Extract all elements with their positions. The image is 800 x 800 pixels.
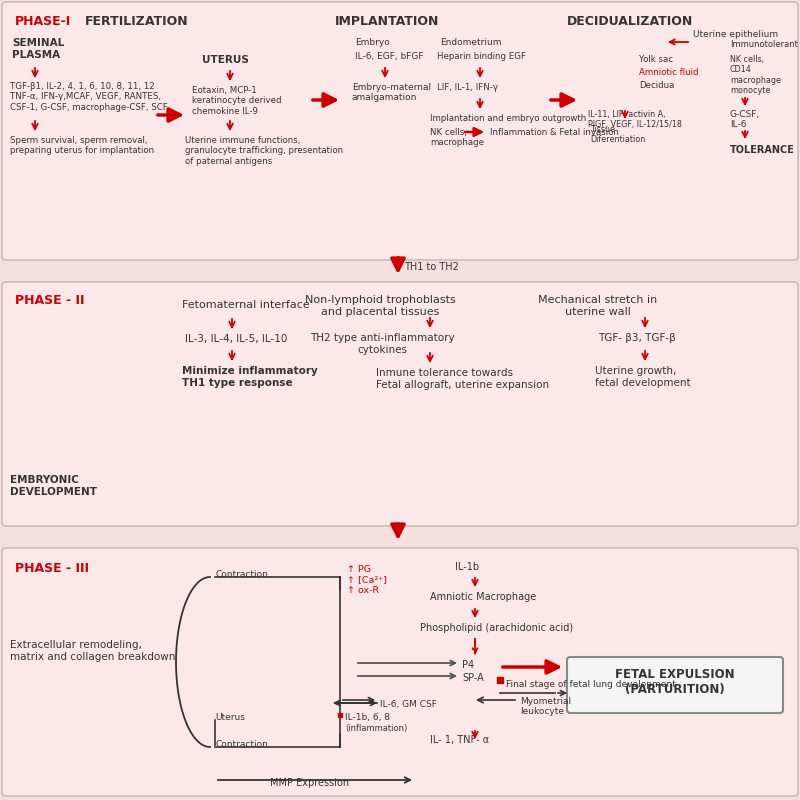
FancyBboxPatch shape (2, 282, 798, 526)
Text: IL-6, GM CSF: IL-6, GM CSF (380, 700, 437, 709)
Text: UTERUS: UTERUS (202, 55, 249, 65)
Text: MMP Expression: MMP Expression (270, 778, 349, 788)
FancyBboxPatch shape (2, 548, 798, 796)
Text: IL-6, EGF, bFGF: IL-6, EGF, bFGF (355, 52, 423, 61)
Text: Non-lymphoid trophoblasts
and placental tissues: Non-lymphoid trophoblasts and placental … (305, 295, 455, 317)
Text: Contraction: Contraction (215, 740, 268, 749)
Text: PHASE - III: PHASE - III (15, 562, 89, 575)
Text: Yolk sac: Yolk sac (639, 55, 673, 64)
Text: DECIDUALIZATION: DECIDUALIZATION (567, 15, 694, 28)
Text: IL-1b, 6, 8: IL-1b, 6, 8 (345, 713, 390, 722)
Text: Extracellular remodeling,
matrix and collagen breakdown: Extracellular remodeling, matrix and col… (10, 640, 175, 662)
Text: Final stage of fetal lung development: Final stage of fetal lung development (506, 680, 676, 689)
FancyBboxPatch shape (567, 657, 783, 713)
Text: TGF-β1, IL-2, 4, 1, 6, 10, 8, 11, 12
TNF-α, IFN-γ,MCAF, VEGF, RANTES,
CSF-1, G-C: TGF-β1, IL-2, 4, 1, 6, 10, 8, 11, 12 TNF… (10, 82, 168, 112)
Text: TH2 type anti-inflammatory
cytokines: TH2 type anti-inflammatory cytokines (310, 333, 454, 354)
Text: Contraction: Contraction (215, 570, 268, 579)
Text: Amniotic Macrophage: Amniotic Macrophage (430, 592, 536, 602)
Text: Mechanical stretch in
uterine wall: Mechanical stretch in uterine wall (538, 295, 658, 317)
Text: Myometrial
leukocyte: Myometrial leukocyte (520, 697, 571, 717)
Text: Eotaxin, MCP-1
keratinocyte derived
chemokine IL-9: Eotaxin, MCP-1 keratinocyte derived chem… (192, 86, 282, 116)
Text: Uterine epithelium: Uterine epithelium (693, 30, 778, 39)
Text: Inflammation & Fetal invasion: Inflammation & Fetal invasion (490, 128, 619, 137)
Text: IL-3, IL-4, IL-5, IL-10: IL-3, IL-4, IL-5, IL-10 (185, 334, 287, 344)
Text: TOLERANCE: TOLERANCE (730, 145, 795, 155)
Text: PHASE-I: PHASE-I (15, 15, 71, 28)
Text: Fetomaternal interface: Fetomaternal interface (182, 300, 310, 310)
Text: Decidua: Decidua (639, 81, 674, 90)
Text: Heparin binding EGF: Heparin binding EGF (437, 52, 526, 61)
Text: IL- 1, TNF- α: IL- 1, TNF- α (430, 735, 489, 745)
Text: Tissue
Diferentiation: Tissue Diferentiation (590, 125, 646, 144)
Text: Sperm survival, sperm removal,
preparing uterus for implantation: Sperm survival, sperm removal, preparing… (10, 136, 154, 155)
Text: Implantation and embryo outgrowth: Implantation and embryo outgrowth (430, 114, 586, 123)
Text: Embryo: Embryo (355, 38, 390, 47)
Text: Amniotic fluid: Amniotic fluid (639, 68, 698, 77)
Text: Uterine immune functions,
granulocyte trafficking, presentation
of paternal anti: Uterine immune functions, granulocyte tr… (185, 136, 343, 166)
Text: PHASE - II: PHASE - II (15, 294, 85, 307)
Text: Endometrium: Endometrium (440, 38, 502, 47)
Text: P4: P4 (462, 660, 474, 670)
Text: EMBRYONIC
DEVELOPMENT: EMBRYONIC DEVELOPMENT (10, 475, 97, 497)
Text: (inflammation): (inflammation) (345, 724, 407, 733)
Text: SEMINAL
PLASMA: SEMINAL PLASMA (12, 38, 64, 60)
Text: Inmune tolerance towards
Fetal allograft, uterine expansion: Inmune tolerance towards Fetal allograft… (376, 368, 549, 390)
Text: TGF- β3, TGF-β: TGF- β3, TGF-β (598, 333, 676, 343)
Text: TH1 to TH2: TH1 to TH2 (404, 262, 459, 272)
FancyBboxPatch shape (2, 2, 798, 260)
Text: IL-1b: IL-1b (455, 562, 479, 572)
Text: SP-A: SP-A (462, 673, 484, 683)
Text: IMPLANTATION: IMPLANTATION (335, 15, 439, 28)
Text: Minimize inflammatory
TH1 type response: Minimize inflammatory TH1 type response (182, 366, 318, 388)
Text: FETAL EXPULSION
(PARTURITION): FETAL EXPULSION (PARTURITION) (615, 668, 735, 696)
Text: Immunotolerant: Immunotolerant (730, 40, 798, 49)
Text: FERTILIZATION: FERTILIZATION (85, 15, 189, 28)
Text: Uterus: Uterus (215, 713, 245, 722)
Text: LIF, IL-1, IFN-γ: LIF, IL-1, IFN-γ (437, 83, 498, 92)
Text: Uterine growth,
fetal development: Uterine growth, fetal development (595, 366, 690, 388)
Text: NK cells,
CD14
macrophage
monocyte: NK cells, CD14 macrophage monocyte (730, 55, 781, 95)
Text: G-CSF,
IL-6: G-CSF, IL-6 (730, 110, 760, 130)
Text: NK cells,
macrophage: NK cells, macrophage (430, 128, 484, 147)
Text: Embryo-maternal
amalgamation: Embryo-maternal amalgamation (352, 83, 431, 102)
Text: IL-11, LIF, activin A,
PIGF, VEGF, IL-12/15/18: IL-11, LIF, activin A, PIGF, VEGF, IL-12… (588, 110, 682, 130)
Text: ↑ PG
↑ [Ca²⁺]
↑ ox-R: ↑ PG ↑ [Ca²⁺] ↑ ox-R (347, 565, 387, 595)
Text: Phospholipid (arachidonic acid): Phospholipid (arachidonic acid) (420, 623, 573, 633)
